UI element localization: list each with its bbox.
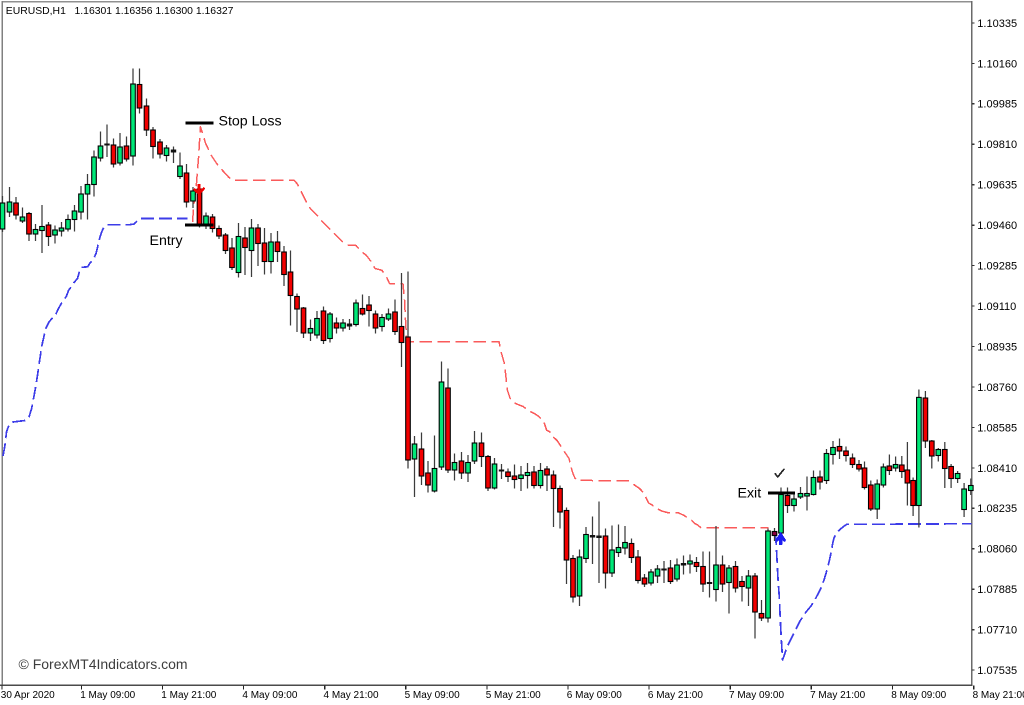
svg-text:1.09460: 1.09460 — [977, 220, 1017, 232]
svg-text:1 May 21:00: 1 May 21:00 — [161, 690, 216, 701]
svg-text:Exit: Exit — [738, 486, 762, 502]
svg-text:5 May 09:00: 5 May 09:00 — [405, 690, 460, 701]
svg-text:1.08760: 1.08760 — [977, 382, 1017, 394]
svg-text:1.07885: 1.07885 — [977, 584, 1017, 596]
svg-text:4 May 09:00: 4 May 09:00 — [242, 690, 297, 701]
svg-text:1.09810: 1.09810 — [977, 139, 1017, 151]
svg-text:7 May 09:00: 7 May 09:00 — [729, 690, 784, 701]
svg-text:7 May 21:00: 7 May 21:00 — [810, 690, 865, 701]
svg-text:1.08235: 1.08235 — [977, 503, 1017, 515]
svg-text:1.08060: 1.08060 — [977, 544, 1017, 556]
svg-text:4 May 21:00: 4 May 21:00 — [324, 690, 379, 701]
svg-text:1 May 09:00: 1 May 09:00 — [80, 690, 135, 701]
svg-text:1.07710: 1.07710 — [977, 625, 1017, 637]
svg-text:1.09285: 1.09285 — [977, 261, 1017, 273]
svg-text:Entry: Entry — [150, 233, 184, 249]
svg-text:1.10160: 1.10160 — [977, 58, 1017, 70]
svg-text:1.10335: 1.10335 — [977, 18, 1017, 30]
svg-text:8 May 21:00: 8 May 21:00 — [973, 690, 1024, 701]
svg-text:8 May 09:00: 8 May 09:00 — [891, 690, 946, 701]
svg-text:1.08585: 1.08585 — [977, 422, 1017, 434]
svg-text:EURUSD,H1 1.16301 1.16356 1.: EURUSD,H1 1.16301 1.16356 1.16300 1.1632… — [6, 6, 234, 17]
svg-text:6 May 21:00: 6 May 21:00 — [648, 690, 703, 701]
svg-text:30 Apr 2020: 30 Apr 2020 — [1, 690, 55, 701]
svg-text:1.07535: 1.07535 — [977, 665, 1017, 677]
svg-text:1.09635: 1.09635 — [977, 180, 1017, 192]
svg-text:1.09110: 1.09110 — [977, 301, 1016, 313]
svg-text:1.08410: 1.08410 — [977, 463, 1017, 475]
svg-text:1.09985: 1.09985 — [977, 99, 1017, 111]
svg-text:5 May 21:00: 5 May 21:00 — [486, 690, 541, 701]
svg-text:1.08935: 1.08935 — [977, 341, 1017, 353]
svg-text:© ForexMT4Indicators.com: © ForexMT4Indicators.com — [19, 656, 188, 672]
svg-text:6 May 09:00: 6 May 09:00 — [567, 690, 622, 701]
svg-text:Stop Loss: Stop Loss — [219, 114, 282, 130]
